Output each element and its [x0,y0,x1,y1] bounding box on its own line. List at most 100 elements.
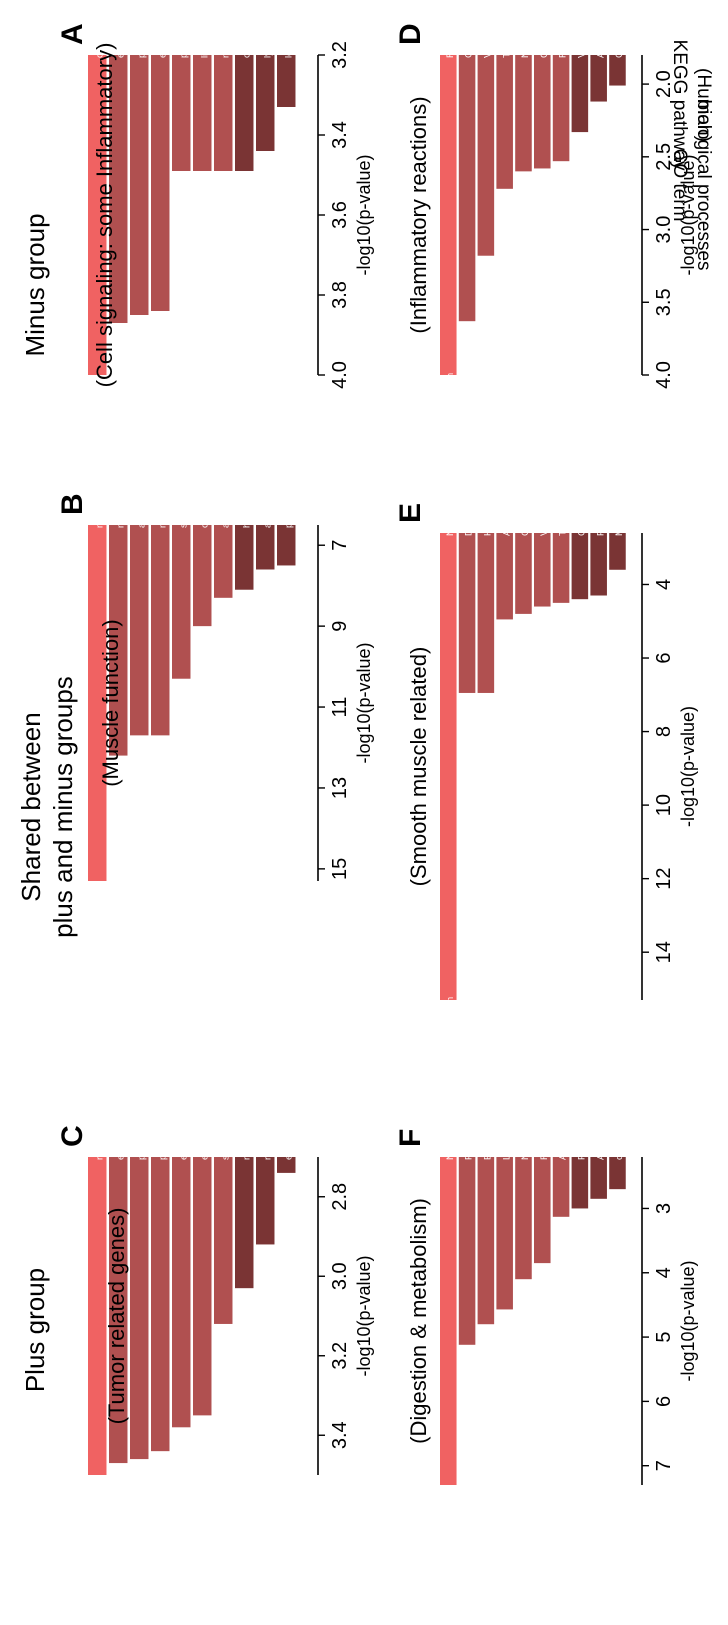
bar-label-b-4: muscle filament sliding (GO:0030049) [157,369,168,528]
bar-e-1 [440,533,457,1000]
bar-label-b-7: actomyosin structure organization (GO:00… [220,323,231,528]
bar-d-7 [552,54,570,162]
bar-f-1 [440,1157,457,1485]
tick-label-c-2: 3.0 [329,1262,351,1290]
tick-label-e-2: 6 [653,652,675,663]
bar-label-e-4: Adrenergic signaling in cardiomyocytes [501,371,512,536]
tick-label-b-1: 7 [329,540,351,551]
bar-c-2 [109,1156,128,1464]
bar-label-d-7: Focal adhesion [558,0,569,58]
bar-label-a-5: peptidyl-tyrosine modification (GO:00182… [178,0,189,58]
bar-e-8 [571,532,589,600]
bar-b-9 [256,525,275,570]
panel-letter-f: F [394,1129,427,1147]
tick-label-f-3: 5 [653,1332,675,1343]
bar-c-3 [130,1157,149,1460]
xaxis-label-c: -log10(p-value) [354,1255,374,1376]
bar-label-b-1: muscle contraction (GO:0006936) [94,385,105,528]
bar-label-b-8: heart contraction (GO:0060047) [241,394,252,528]
bar-label-f-5: Nicotine addiction [520,1085,531,1160]
tick-label-b-2: 9 [329,621,351,632]
bar-label-e-10: Malaria [614,504,625,536]
bar-label-d-10: Choline metabolism in cancer [614,0,625,58]
bar-label-f-10: cAMP signaling pathway [614,1056,625,1160]
bar-e-7 [552,533,570,603]
bar-label-b-10: positive regulation of cytosolic calcium… [283,229,294,528]
bar-c-4 [151,1157,170,1452]
bar-e-5 [515,533,532,614]
tick-label-b-3: 11 [329,697,351,718]
bar-label-a-4: external encapsulating structure organiz… [157,0,168,58]
bar-label-a-10: leukotriene biosynthetic process (GO:001… [283,0,294,58]
tick-label-d-2: 2.5 [653,143,675,171]
bar-label-b-2: myofibril assembly (GO:0030239) [115,387,126,529]
bar-f-5 [515,1157,532,1280]
bar-f-3 [477,1157,495,1325]
bar-label-f-1: Neuroactive ligand-receptor interaction [445,997,456,1160]
tick-label-a-3: 3.6 [329,201,351,229]
tick-label-e-4: 10 [653,794,675,816]
bar-b-4 [151,525,170,736]
bar-label-c-2: epidermis development (GO:0008544) [115,998,126,1160]
bar-b-5 [172,525,191,679]
tick-label-e-6: 14 [653,941,675,963]
panel-letter-a: A [56,23,89,45]
panel-f: Neuroactive ligand-receptor interaction P… [394,997,698,1485]
bar-a-4 [151,55,170,311]
panel-letter-b: B [56,493,89,515]
minus-group-header: Minus group [20,213,50,356]
bar-label-f-3: Bile secretion [483,1103,494,1160]
tick-label-a-2: 3.4 [329,121,351,149]
bar-label-f-2: Protein digestion and absorption [464,1024,475,1160]
tick-label-f-1: 3 [653,1203,675,1214]
go-row-label-line2: biological processes [693,99,714,270]
bar-label-c-1: retinoid metabolic process (GO:0001523) [94,986,105,1160]
bar-a-6 [193,55,212,171]
tick-label-a-5: 4.0 [329,361,351,389]
panel-title-c: (Tumor related genes) [104,1208,129,1425]
tick-label-a-4: 3.8 [329,281,351,309]
bar-d-5 [515,55,532,172]
bar-b-6 [193,524,212,627]
bar-c-5 [172,1157,191,1428]
bar-f-4 [496,1157,513,1310]
bar-label-a-9: lymphocyte migration (GO:0072676) [262,0,273,58]
bar-label-b-6: cardiac muscle tissue morphogenesis (GO:… [199,306,210,528]
bar-f-10 [609,1156,626,1190]
bar-e-4 [496,533,513,620]
bar-d-10 [609,54,626,86]
go-row-label-line1: GO term [669,149,690,222]
bar-label-e-2: Dilated cardiomyopathy [464,436,475,536]
bar-label-e-5: Cardiac muscle contraction [520,421,531,536]
bar-label-c-4: positive regulation of isoprenoid secret… [157,922,168,1160]
panel-e: Neuroactive ligand-receptor interaction D… [394,371,698,1000]
tick-label-e-5: 12 [653,868,675,890]
tick-label-e-3: 8 [653,726,675,737]
bar-c-9 [256,1157,275,1245]
bar-label-e-6: Vascular smooth muscle contraction [539,384,550,536]
xaxis-label-e: -log10(p-value) [678,706,698,827]
tick-label-c-4: 3.4 [329,1421,351,1449]
bar-a-5 [172,55,191,171]
bar-b-2 [109,524,128,756]
bar-b-1 [88,525,107,881]
bar-label-d-2: Cytokine-cytokine receptor interaction [464,0,475,58]
panel-c: retinoid metabolic process (GO:0001523) e… [56,908,374,1475]
bar-label-b-3: actin-myosin filament sliding (GO:003327… [136,346,147,528]
tick-label-e-1: 4 [653,579,675,590]
tick-label-f-5: 7 [653,1460,675,1471]
chart-panels: chloride transport (GO:0006821) extracell… [56,0,698,1485]
bar-label-d-4: TNF signaling pathway [501,0,512,58]
xaxis-label-d: -log10(p-value) [678,154,698,275]
tick-label-c-3: 3.2 [329,1342,351,1370]
bar-d-8 [571,55,589,133]
bar-b-7 [214,525,233,598]
bar-c-10 [277,1156,296,1173]
bar-label-e-8: Calcium signaling pathway [577,423,588,536]
bar-a-10 [277,55,296,107]
bar-d-3 [477,55,495,256]
panel-d: Fc epsilon RI signaling pathway Cytokine-… [394,0,698,389]
bar-label-c-10: extracellular matrix organization (GO:00… [283,963,294,1160]
tick-label-c-1: 2.8 [329,1183,351,1211]
